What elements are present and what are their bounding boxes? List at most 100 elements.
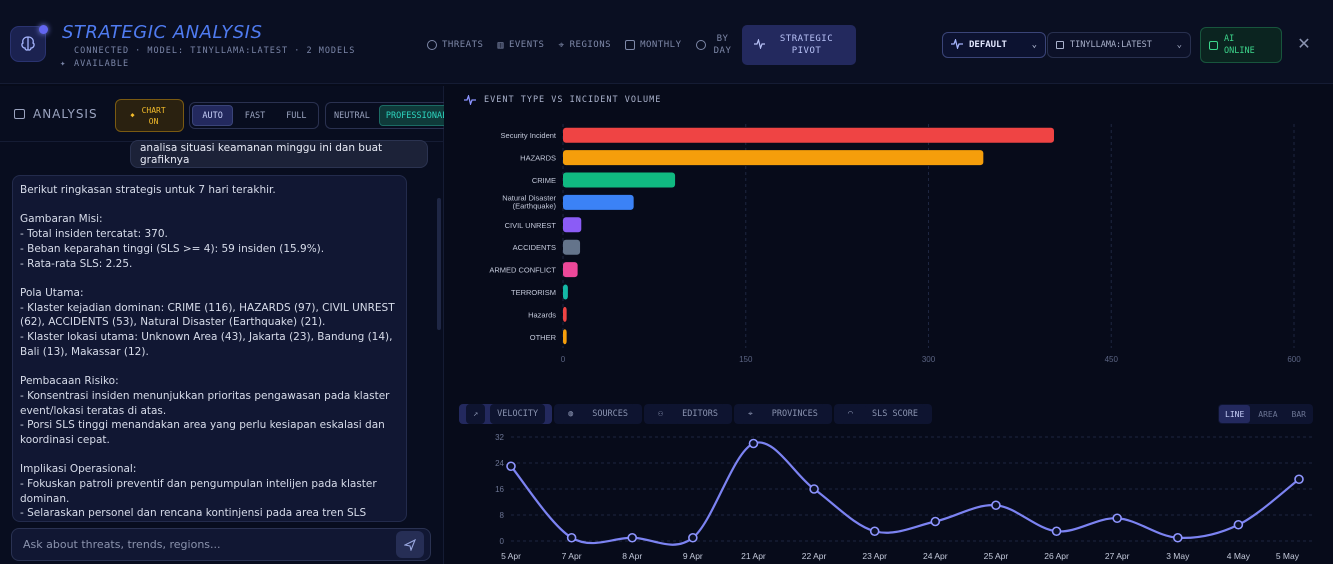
send-button[interactable] (396, 531, 424, 558)
category-label: (Earthquake) (513, 201, 557, 210)
chart-type-selector: LINE AREA BAR (1218, 404, 1313, 424)
tab-velocity[interactable]: ↗ VELOCITY (459, 404, 553, 424)
sparkle-icon: ✦ (60, 59, 67, 69)
category-label: CRIME (532, 176, 556, 185)
tab-provinces-label: PROVINCES (764, 404, 825, 424)
nav-monthly-label: MONTHLY (640, 40, 682, 50)
chart-toggle-button[interactable]: ◆ CHART ON (115, 99, 184, 132)
model-select-value: TINYLLAMA:LATEST (1070, 40, 1152, 50)
users-icon: ⚇ (651, 404, 671, 424)
category-label: HAZARDS (520, 154, 556, 163)
nav-strategic-pivot[interactable]: STRATEGIC PIVOT (741, 25, 856, 65)
analysis-label: ANALYSIS (14, 107, 98, 121)
nav-events[interactable]: ▥ EVENTS (490, 25, 551, 65)
chip-icon (1209, 40, 1218, 50)
tab-provinces[interactable]: ⌖ PROVINCES (733, 404, 832, 424)
bar (563, 306, 567, 322)
data-point (809, 484, 819, 494)
nav-by-day-label: BY DAY (713, 34, 732, 56)
chat-icon (14, 109, 25, 119)
bar (563, 284, 568, 300)
mode-auto[interactable]: AUTO (192, 105, 234, 126)
mode-fast[interactable]: FAST (244, 110, 266, 121)
tone-selector: NEUTRAL PROFESSIONAL (325, 102, 444, 129)
nav-threats[interactable]: THREATS (420, 25, 490, 65)
bar (563, 127, 1054, 143)
y-tick-label: 8 (500, 511, 505, 520)
mode-full[interactable]: FULL (286, 110, 307, 121)
tab-velocity-label: VELOCITY (490, 404, 546, 424)
data-point (1294, 474, 1304, 485)
analysis-toolbar: ANALYSIS ◆ CHART ON AUTO FAST FULL NEUTR… (0, 86, 444, 142)
send-icon (404, 538, 416, 551)
tab-sls-score[interactable]: ◠ SLS SCORE (833, 404, 933, 424)
tab-editors[interactable]: ⚇ EDITORS (644, 404, 732, 424)
x-tick-label: 27 Apr (1105, 551, 1130, 561)
nav-by-day[interactable]: BY DAY (689, 25, 742, 65)
x-tick-label: 9 Apr (683, 551, 703, 561)
chart-type-area[interactable]: AREA (1258, 409, 1278, 419)
category-label: Hazards (528, 310, 556, 319)
data-point (991, 500, 1001, 511)
nav-strategic-pivot-label: STRATEGIC PIVOT (779, 34, 834, 56)
chart-type-line[interactable]: LINE (1219, 405, 1251, 423)
x-tick-label: 3 May (1166, 551, 1190, 561)
tab-sources[interactable]: ◍ SOURCES (554, 404, 643, 424)
assistant-message: Berikut ringkasan strategis untuk 7 hari… (12, 175, 407, 522)
event-type-bar-chart: 0 150 300 450 600 Security Incident HAZARDS CRI… (489, 124, 1301, 364)
x-tick-label: 26 Apr (1044, 551, 1069, 561)
nav-regions[interactable]: ⌖ REGIONS (551, 25, 618, 65)
diamond-icon: ◆ (130, 111, 135, 119)
bar (563, 329, 567, 345)
x-tick-label: 25 Apr (984, 551, 1009, 561)
bar (563, 217, 582, 233)
x-tick-label: 150 (739, 355, 753, 364)
status-dot-icon (39, 25, 48, 34)
x-tick-label: 5 Apr (501, 551, 521, 561)
connection-status: ✦ CONNECTED · MODEL: TINYLLAMA:LATEST · … (60, 45, 370, 71)
chevron-down-icon: ⌄ (1031, 40, 1037, 50)
chat-input[interactable]: Ask about threats, trends, regions... (11, 528, 431, 561)
chart-toggle-label: CHART ON (141, 105, 166, 126)
globe-icon: ◍ (561, 404, 581, 424)
map-pin-icon: ⌖ (558, 39, 565, 51)
y-tick-label: 0 (500, 537, 505, 546)
nav-regions-label: REGIONS (569, 40, 612, 50)
tone-professional[interactable]: PROFESSIONAL (378, 105, 444, 126)
app-header: STRATEGIC ANALYSIS ✦ CONNECTED · MODEL: … (0, 0, 1333, 84)
map-pin-icon: ⌖ (740, 404, 760, 424)
tab-sources-label: SOURCES (585, 404, 636, 424)
category-label: CIVIL UNREST (505, 221, 557, 230)
data-point (1172, 532, 1183, 543)
bar-chart-title: EVENT TYPE VS INCIDENT VOLUME (464, 95, 661, 105)
model-select[interactable]: TINYLLAMA:LATEST ⌄ (1047, 32, 1191, 58)
chevron-down-icon: ⌄ (1176, 40, 1182, 50)
x-tick-label: 21 Apr (741, 551, 766, 561)
trend-tabs: ↗ VELOCITY ◍ SOURCES ⚇ EDITORS ⌖ PROVINCES ◠… (459, 404, 933, 424)
pulse-icon (951, 37, 963, 52)
chart-type-bar[interactable]: BAR (1291, 409, 1306, 419)
profile-select[interactable]: DEFAULT ⌄ (942, 32, 1046, 58)
x-tick-label: 24 Apr (923, 551, 948, 561)
velocity-series-line (510, 441, 1300, 546)
x-tick-label: 300 (922, 355, 936, 364)
x-tick-label: 23 Apr (862, 551, 887, 561)
close-icon[interactable]: ✕ (1297, 34, 1311, 53)
user-message: analisa situasi keamanan minggu ini dan … (130, 140, 428, 168)
data-point (506, 461, 516, 472)
data-point (1051, 526, 1062, 537)
y-tick-label: 32 (495, 433, 504, 442)
analysis-label-text: ANALYSIS (33, 107, 98, 121)
tone-neutral[interactable]: NEUTRAL (334, 110, 370, 121)
nav-monthly[interactable]: MONTHLY (618, 25, 688, 65)
scrollbar-thumb[interactable] (437, 198, 441, 330)
category-label: ARMED CONFLICT (489, 266, 556, 275)
chat-input-placeholder: Ask about threats, trends, regions... (23, 538, 221, 551)
x-tick-label: 5 May (1276, 551, 1300, 561)
nav-events-label: EVENTS (508, 40, 545, 50)
data-point (748, 438, 759, 449)
bar (563, 172, 676, 188)
bar-chart-title-text: EVENT TYPE VS INCIDENT VOLUME (484, 95, 662, 105)
profile-select-value: DEFAULT (969, 40, 1007, 50)
data-point (566, 532, 577, 543)
